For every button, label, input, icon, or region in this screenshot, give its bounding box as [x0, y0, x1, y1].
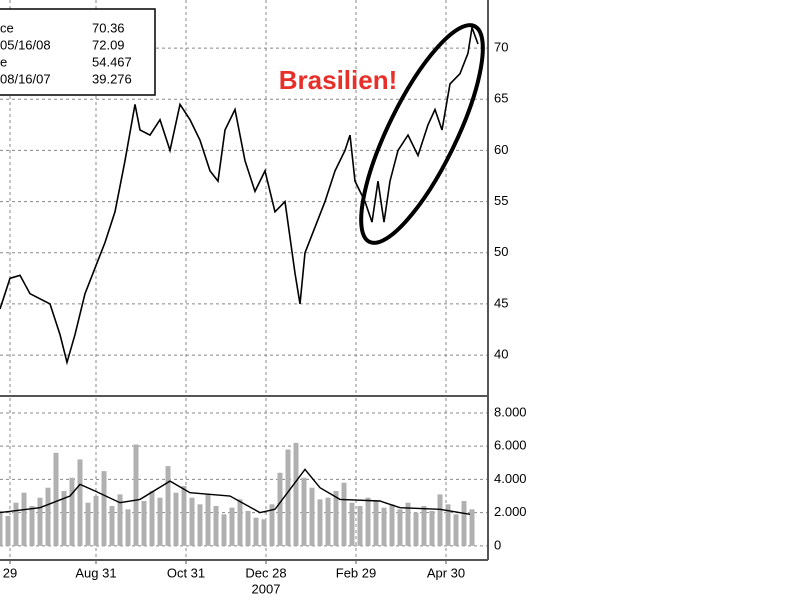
volume-bar — [357, 506, 363, 546]
y-tick-label: 50 — [494, 244, 508, 259]
volume-bar — [285, 449, 291, 546]
volume-bar — [381, 507, 387, 546]
x-tick-label: 29 — [3, 565, 17, 580]
x-tick-label: Apr 30 — [427, 565, 465, 580]
volume-bar — [317, 499, 323, 546]
legend-label: e — [0, 54, 7, 69]
legend-value: 72.09 — [92, 37, 125, 52]
x-tick-label: Oct 31 — [167, 565, 205, 580]
x-tick-label: Aug 31 — [75, 565, 116, 580]
volume-bar — [373, 501, 379, 546]
legend-label: 08/16/07 — [0, 71, 51, 86]
legend-value: 54.467 — [92, 54, 132, 69]
legend-label: ce — [0, 20, 14, 35]
volume-bar — [21, 492, 27, 546]
volume-bar — [261, 519, 267, 546]
volume-bar — [0, 510, 3, 546]
price-line — [0, 24, 479, 366]
x-tick-label: Feb 29 — [336, 565, 376, 580]
volume-bar — [405, 502, 411, 546]
volume-bar — [29, 506, 35, 546]
legend-value: 39.276 — [92, 71, 132, 86]
volume-bar — [189, 497, 195, 546]
volume-bar — [117, 494, 123, 546]
volume-bar — [165, 466, 171, 546]
volume-bar — [37, 497, 43, 546]
volume-bar — [157, 497, 163, 546]
volume-bar — [229, 507, 235, 546]
y-tick-label: 8.000 — [494, 404, 527, 419]
volume-bar — [429, 510, 435, 546]
volume-bar — [421, 506, 427, 546]
volume-bar — [341, 482, 347, 546]
volume-bar — [181, 486, 187, 546]
volume-bar — [93, 496, 99, 546]
volume-bar — [149, 491, 155, 546]
y-tick-label: 40 — [494, 347, 508, 362]
legend-label: 05/16/08 — [0, 37, 51, 52]
volume-bar — [445, 504, 451, 546]
volume-bar — [397, 509, 403, 546]
volume-bar — [413, 512, 419, 546]
year-label: 2007 — [252, 581, 281, 596]
volume-bar — [53, 452, 59, 546]
y-tick-label: 60 — [494, 142, 508, 157]
volume-bar — [85, 502, 91, 546]
volume-bar — [277, 472, 283, 546]
volume-bar — [365, 497, 371, 546]
volume-bar — [461, 501, 467, 546]
volume-bar — [197, 504, 203, 546]
volume-bar — [5, 515, 11, 546]
moving-average-line — [0, 468, 471, 515]
annotation: Brasilien! — [279, 65, 398, 95]
y-tick-label: 0 — [494, 537, 501, 552]
volume-bar — [141, 501, 147, 546]
volume-bar — [453, 514, 459, 546]
volume-bar — [301, 477, 307, 546]
volume-bar — [325, 497, 331, 546]
volume-bar — [133, 444, 139, 546]
y-tick-label: 6.000 — [494, 438, 527, 453]
y-tick-label: 2.000 — [494, 504, 527, 519]
volume-bar — [389, 504, 395, 546]
volume-bar — [213, 506, 219, 546]
y-tick-label: 45 — [494, 295, 508, 310]
x-tick-label: Dec 28 — [245, 565, 286, 580]
volume-bar — [253, 517, 259, 546]
volume-bar — [61, 491, 67, 546]
y-tick-label: 70 — [494, 40, 508, 55]
volume-bar — [309, 487, 315, 546]
volume-bar — [469, 509, 475, 546]
volume-bar — [77, 459, 83, 546]
volume-bar — [237, 499, 243, 546]
volume-bar — [245, 510, 251, 546]
volume-bar — [173, 492, 179, 546]
highlight-ellipse — [359, 23, 485, 245]
volume-bar — [437, 494, 443, 546]
volume-bar — [349, 502, 355, 546]
volume-bar — [13, 502, 19, 546]
volume-bar — [101, 471, 107, 546]
volume-bar — [69, 477, 75, 546]
legend-value: 70.36 — [92, 20, 125, 35]
y-tick-label: 55 — [494, 193, 508, 208]
volume-bar — [333, 491, 339, 546]
volume-bar — [125, 509, 131, 546]
volume-bar — [109, 506, 115, 546]
y-tick-label: 65 — [494, 91, 508, 106]
volume-bar — [269, 504, 275, 546]
volume-bar — [293, 442, 299, 546]
volume-bar — [205, 494, 211, 546]
legend-box — [0, 8, 156, 96]
volume-bar — [45, 487, 51, 546]
volume-bar — [221, 514, 227, 546]
y-tick-label: 4.000 — [494, 471, 527, 486]
